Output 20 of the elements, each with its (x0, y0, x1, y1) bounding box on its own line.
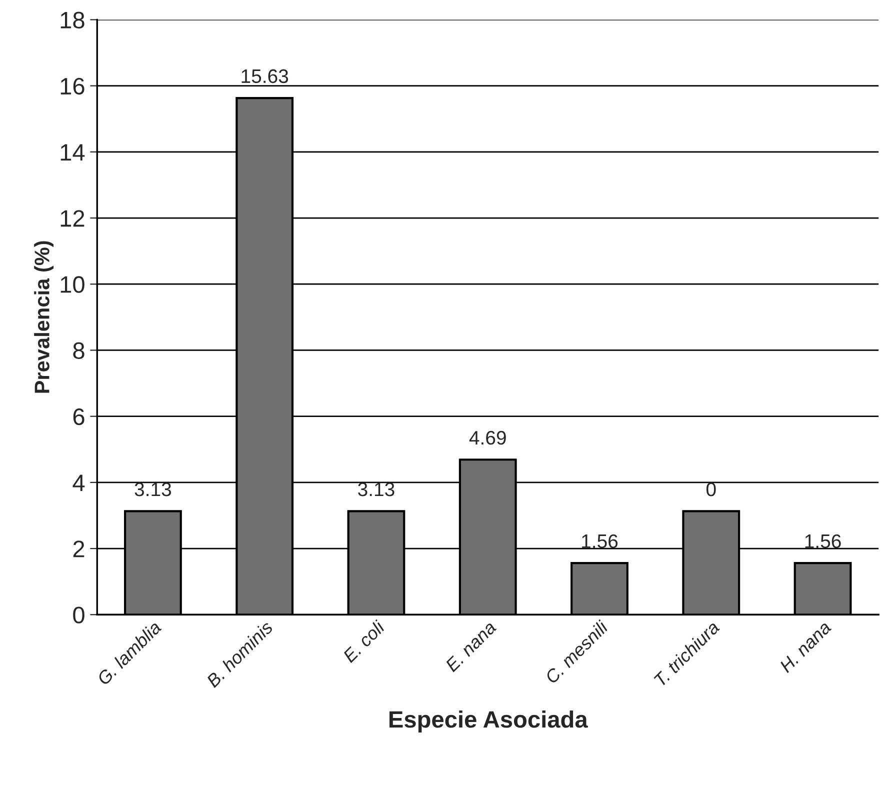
data-label: 15.63 (242, 69, 288, 84)
y-tick-label: 12 (60, 210, 84, 227)
y-tick-label: 0 (73, 606, 84, 624)
y-axis-title: Prevalencia (%) (34, 241, 54, 393)
y-tick-label: 2 (73, 540, 84, 558)
y-tick-label: 8 (73, 342, 84, 360)
y-tick-label: 18 (60, 12, 84, 28)
data-label: 1.56 (805, 534, 841, 548)
y-tick-label: 4 (72, 474, 85, 491)
data-label: 3.13 (134, 482, 172, 496)
data-label: 4.69 (469, 430, 506, 445)
y-tick-label: 14 (60, 144, 85, 160)
y-tick-label: 10 (60, 276, 84, 293)
y-tick-label: 6 (73, 408, 84, 426)
y-tick-label: 16 (60, 78, 84, 95)
x-tick-label: E. coli (342, 619, 386, 664)
annotation: 0 (706, 482, 716, 496)
data-label: 3.13 (358, 482, 394, 496)
x-axis-title: Especie Asociada (389, 710, 588, 732)
data-label: 1.56 (582, 534, 618, 548)
